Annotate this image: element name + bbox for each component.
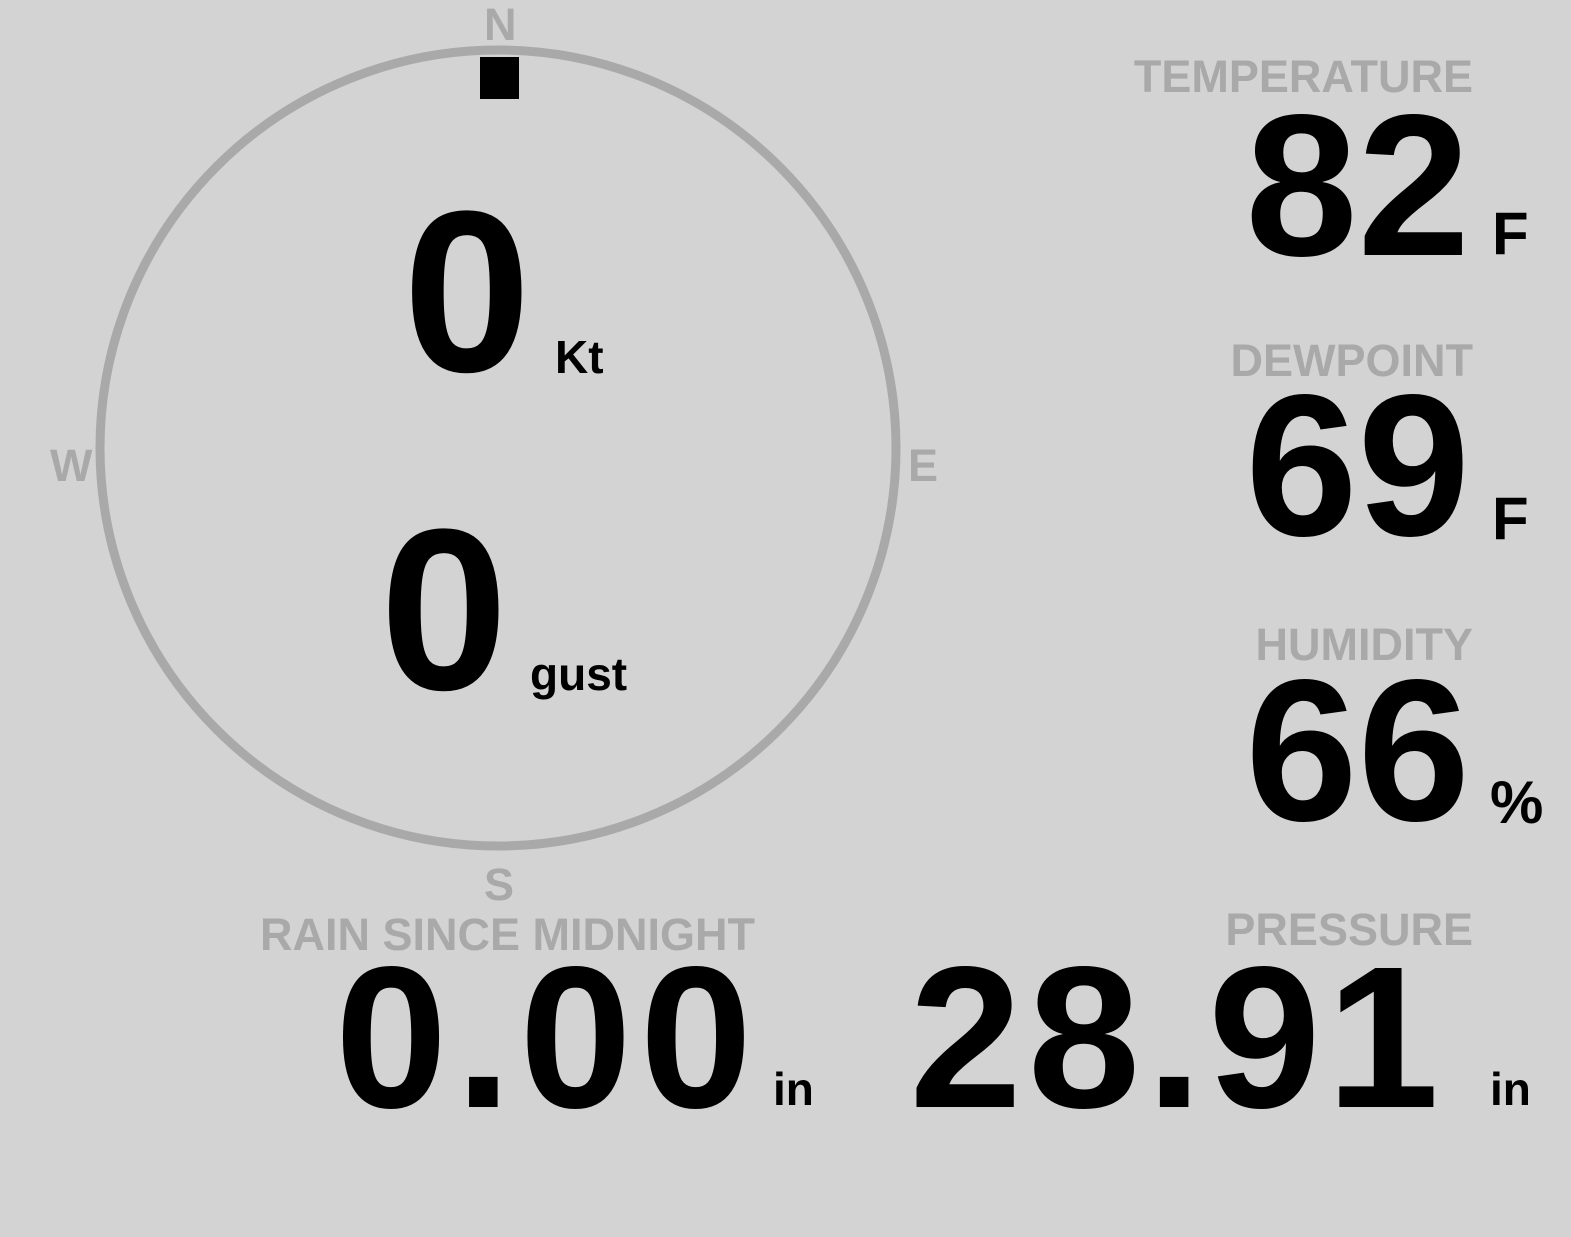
humidity-label: HUMIDITY	[1255, 619, 1474, 670]
temperature-unit: F	[1492, 200, 1529, 267]
compass-south: S	[484, 859, 515, 910]
pressure-label: PRESSURE	[1225, 904, 1473, 955]
temperature-label: TEMPERATURE	[1133, 51, 1473, 102]
dewpoint-value: 69	[1245, 352, 1470, 578]
wind-gust-unit: gust	[530, 648, 628, 700]
pressure-value: 28.91	[909, 924, 1445, 1150]
dewpoint-unit: F	[1492, 485, 1529, 552]
wind-direction-needle	[480, 57, 519, 99]
compass-west: W	[50, 440, 93, 491]
rain-value: 0.00	[335, 924, 761, 1150]
wind-speed-value: 0	[403, 163, 531, 420]
humidity-unit: %	[1490, 769, 1544, 836]
wind-speed-unit: Kt	[555, 331, 604, 383]
humidity-value: 66	[1245, 637, 1470, 863]
rain-label: RAIN SINCE MIDNIGHT	[260, 909, 755, 960]
compass-ring	[95, 45, 901, 851]
temperature-value: 82	[1245, 72, 1470, 298]
compass-north: N	[484, 0, 517, 50]
wind-gust-value: 0	[380, 481, 508, 738]
rain-unit: in	[773, 1063, 814, 1115]
pressure-unit: in	[1490, 1063, 1531, 1115]
dewpoint-label: DEWPOINT	[1230, 335, 1474, 386]
compass-east: E	[908, 440, 939, 491]
